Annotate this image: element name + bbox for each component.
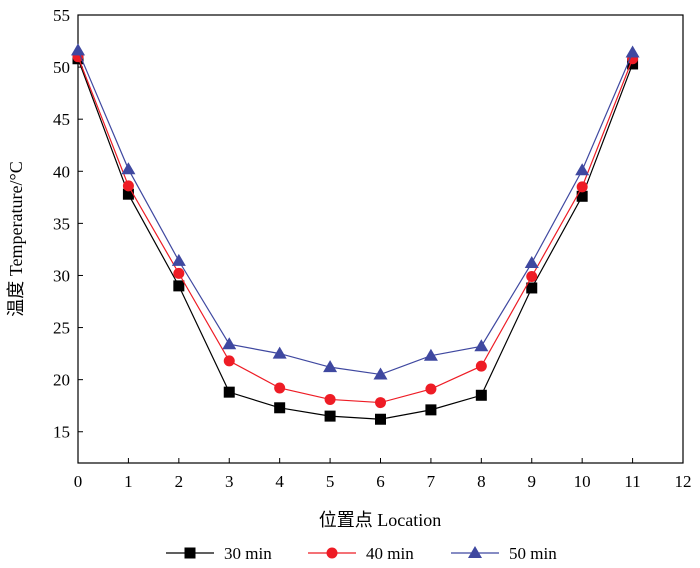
x-axis-title: 位置点 Location <box>319 510 441 530</box>
x-tick-label: 0 <box>74 472 83 491</box>
data-point <box>526 271 538 283</box>
x-tick-label: 5 <box>326 472 335 491</box>
data-point <box>475 389 487 401</box>
axes <box>77 14 684 464</box>
data-point <box>375 413 386 425</box>
x-tick-label: 12 <box>675 472 692 491</box>
legend-marker <box>326 547 338 559</box>
data-point <box>576 190 588 202</box>
x-tick-label: 2 <box>175 472 184 491</box>
series-line <box>77 58 634 420</box>
legend-item: 50 min <box>451 544 557 563</box>
series-layer <box>71 43 640 425</box>
y-tick-label: 50 <box>53 58 70 77</box>
data-point <box>526 282 538 294</box>
x-tick-label: 8 <box>477 472 486 491</box>
y-tick-label: 40 <box>53 162 70 181</box>
data-point <box>576 181 588 193</box>
x-tick-label: 11 <box>624 472 640 491</box>
plot-frame <box>77 14 684 464</box>
legend-item: 40 min <box>308 544 414 563</box>
data-point <box>173 280 185 292</box>
data-point <box>122 180 134 192</box>
data-point <box>173 267 185 279</box>
legend-marker <box>184 547 196 559</box>
data-point <box>625 45 640 58</box>
series-line <box>77 50 634 376</box>
y-axis-title: 温度 Temperature/°C <box>6 161 26 316</box>
data-point <box>323 360 338 373</box>
data-point <box>274 382 286 394</box>
series-50-min <box>71 43 640 380</box>
data-point <box>122 188 134 200</box>
y-tick-label: 30 <box>53 266 70 285</box>
data-point <box>121 162 136 175</box>
x-tick-label: 3 <box>225 472 234 491</box>
data-point <box>71 43 85 56</box>
data-point <box>425 404 437 416</box>
data-point <box>474 339 489 352</box>
data-point <box>274 402 286 414</box>
data-point <box>423 348 438 361</box>
x-tick-label: 4 <box>275 472 284 491</box>
legend: 30 min 40 min 50 min <box>166 544 557 563</box>
x-tick-label: 6 <box>376 472 385 491</box>
x-tick-label: 10 <box>574 472 591 491</box>
series-line <box>77 56 634 404</box>
series-40-min <box>72 51 639 409</box>
legend-label: 40 min <box>366 544 414 563</box>
data-point <box>324 393 336 405</box>
data-point <box>425 383 437 395</box>
data-point <box>223 386 235 398</box>
y-tick-label: 35 <box>53 214 70 233</box>
data-point <box>373 367 388 380</box>
legend-label: 50 min <box>509 544 557 563</box>
y-tick-label: 45 <box>53 110 70 129</box>
y-tick-label: 55 <box>53 6 70 25</box>
data-point <box>223 355 235 367</box>
x-tick-label: 9 <box>528 472 537 491</box>
data-point <box>375 397 386 409</box>
legend-item: 30 min <box>166 544 272 563</box>
data-point <box>575 163 590 176</box>
data-point <box>324 410 336 422</box>
data-point <box>222 337 237 350</box>
legend-marker <box>468 546 482 558</box>
x-tick-label: 1 <box>124 472 133 491</box>
data-point <box>524 255 539 268</box>
data-point <box>272 346 287 359</box>
y-tick-label: 15 <box>53 423 70 442</box>
y-tick-label: 25 <box>53 319 70 338</box>
data-point <box>171 253 186 266</box>
data-point <box>475 360 487 372</box>
y-tick-label: 20 <box>53 371 70 390</box>
x-tick-label: 7 <box>427 472 436 491</box>
legend-label: 30 min <box>224 544 272 563</box>
